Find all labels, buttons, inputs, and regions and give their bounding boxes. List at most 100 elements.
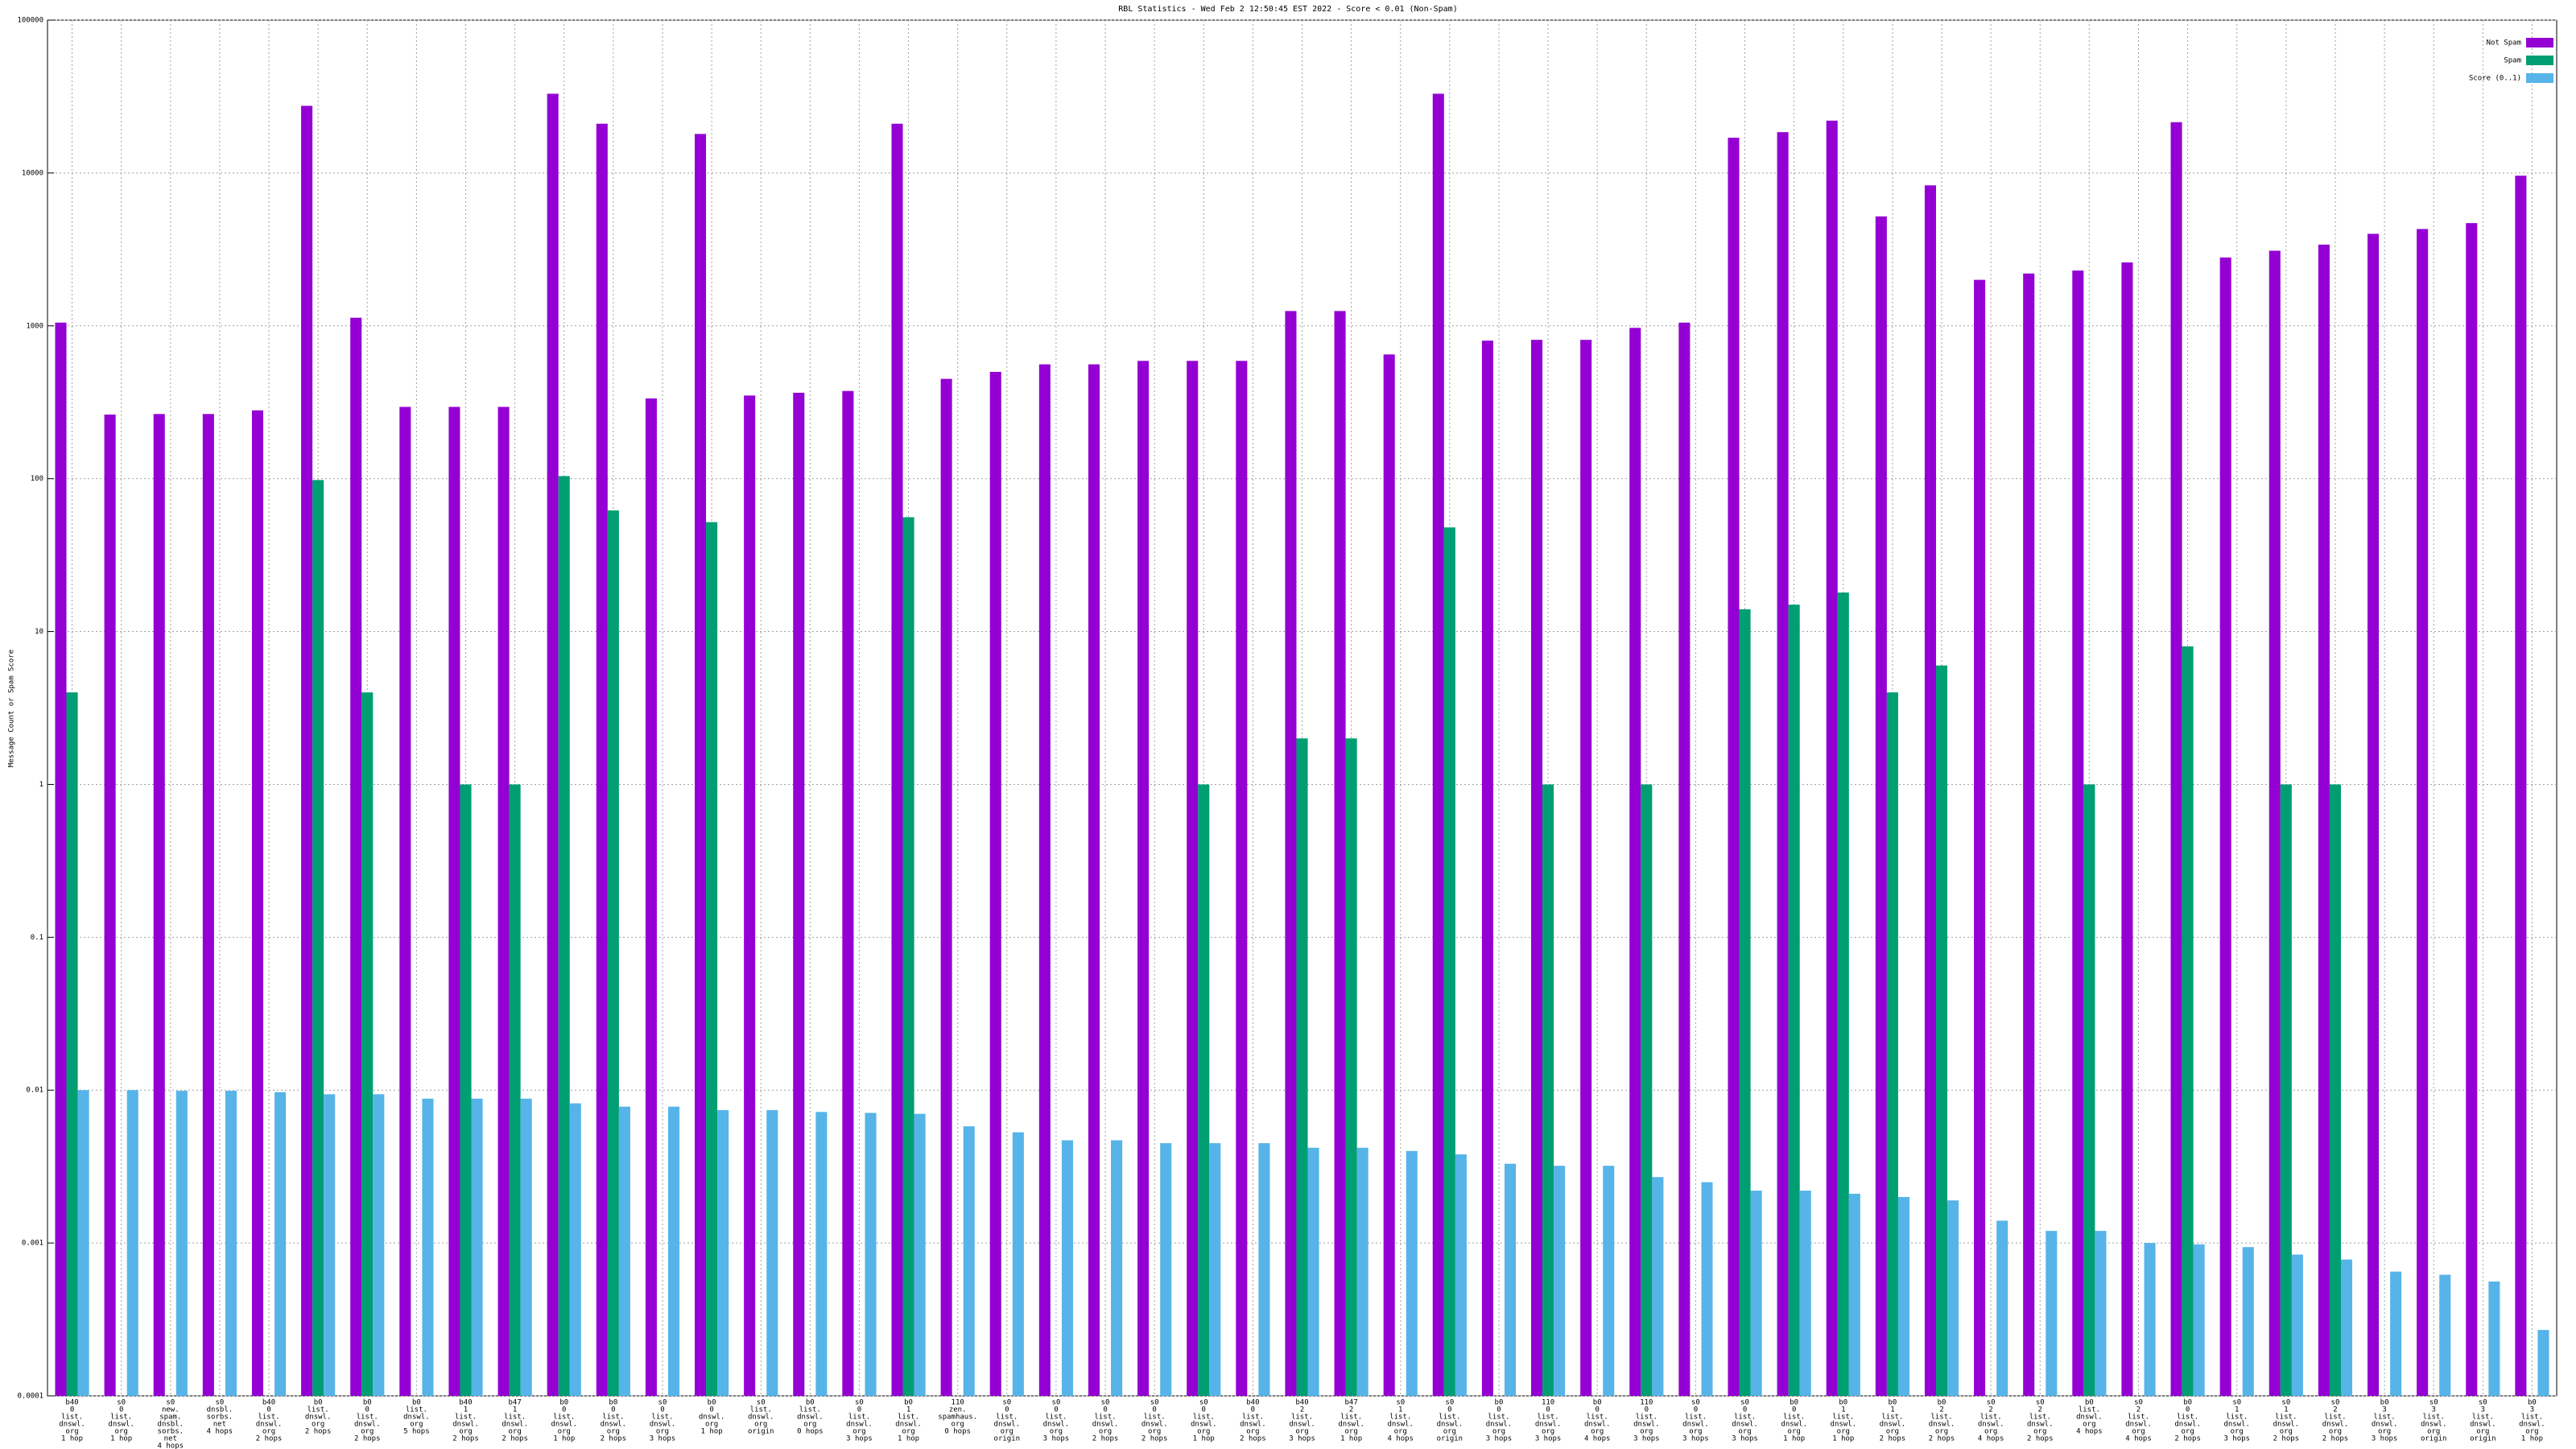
- bar: [2095, 1231, 2107, 1396]
- bar: [350, 317, 362, 1397]
- x-tick-label: origin: [1437, 1435, 1463, 1443]
- x-tick-label: 3 hops: [1486, 1435, 1513, 1443]
- x-tick-label: org: [1344, 1428, 1357, 1436]
- x-tick-label: 1: [1890, 1406, 1894, 1414]
- x-tick-label: 0: [1103, 1406, 1107, 1414]
- bar: [153, 414, 165, 1396]
- x-tick-label: 0: [1202, 1406, 1206, 1414]
- bar: [1554, 1166, 1566, 1396]
- bar: [324, 1094, 336, 1396]
- bar: [175, 1091, 188, 1396]
- bar: [2072, 270, 2084, 1396]
- x-tick-label: org: [1984, 1428, 1997, 1436]
- x-tick-label: org: [2181, 1428, 2194, 1436]
- x-tick-label: dnswl.: [1240, 1421, 1266, 1429]
- x-tick-label: 2: [2038, 1406, 2042, 1414]
- bar: [1996, 1220, 2008, 1396]
- x-tick-label: b0: [2528, 1399, 2537, 1407]
- x-tick-label: b0: [904, 1399, 913, 1407]
- bar: [2193, 1244, 2205, 1396]
- x-tick-label: org: [656, 1428, 669, 1436]
- bar: [2417, 229, 2429, 1397]
- x-tick-label: 0 hops: [944, 1428, 971, 1436]
- x-tick-label: 3 hops: [1535, 1435, 1562, 1443]
- x-tick-label: 2 hops: [601, 1435, 627, 1443]
- bar: [2280, 784, 2292, 1396]
- x-tick-label: 0: [1152, 1406, 1156, 1414]
- x-tick-label: dnswl.: [846, 1421, 873, 1429]
- x-tick-label: list.: [61, 1414, 83, 1422]
- bar: [1701, 1182, 1713, 1396]
- x-tick-label: org: [1246, 1428, 1259, 1436]
- x-tick-label: dnswl.: [59, 1421, 85, 1429]
- x-tick-label: 0: [1005, 1406, 1009, 1414]
- bar: [2219, 257, 2231, 1396]
- x-tick-label: dnswl.: [1880, 1421, 1906, 1429]
- x-tick-label: org: [2132, 1428, 2145, 1436]
- bar: [1296, 738, 1308, 1396]
- x-tick-label: dnswl.: [1978, 1421, 2004, 1429]
- x-tick-label: origin: [994, 1435, 1021, 1443]
- bar: [1788, 605, 1800, 1396]
- x-tick-label: list.: [1144, 1414, 1166, 1422]
- x-tick-label: org: [558, 1428, 571, 1436]
- x-tick-label: dnswl.: [1141, 1421, 1168, 1429]
- bar: [940, 378, 952, 1396]
- x-tick-label: 2 hops: [1880, 1435, 1906, 1443]
- x-tick-label: dnswl.: [1831, 1421, 1857, 1429]
- x-tick-label: org: [410, 1421, 423, 1429]
- x-tick-label: 0: [365, 1406, 369, 1414]
- x-tick-label: net: [213, 1421, 226, 1429]
- bar: [706, 522, 718, 1396]
- bar: [2368, 233, 2380, 1397]
- x-tick-label: 0: [1792, 1406, 1796, 1414]
- x-tick-label: dnswl.: [1732, 1421, 1758, 1429]
- x-tick-label: dnswl.: [108, 1421, 134, 1429]
- x-tick-label: 0: [562, 1406, 566, 1414]
- x-tick-label: list.: [1291, 1414, 1313, 1422]
- bar: [2083, 784, 2095, 1396]
- x-tick-label: b0: [1790, 1399, 1798, 1407]
- x-tick-label: 2: [1349, 1406, 1353, 1414]
- bar: [1728, 138, 1740, 1397]
- x-tick-label: 0: [1447, 1406, 1451, 1414]
- x-tick-label: s0: [1150, 1399, 1159, 1407]
- x-tick-label: org: [65, 1428, 78, 1436]
- bar: [399, 407, 411, 1397]
- x-tick-label: 1 hop: [1340, 1435, 1362, 1443]
- x-tick-label: list.: [1193, 1414, 1215, 1422]
- y-axis-label: Message Count or Spam Score: [8, 650, 16, 767]
- x-tick-label: b47: [1344, 1399, 1357, 1407]
- bar: [77, 1090, 89, 1396]
- x-tick-label: 0: [1694, 1406, 1698, 1414]
- x-tick-label: s0: [2232, 1399, 2241, 1407]
- x-tick-label: list.: [1734, 1414, 1756, 1422]
- x-tick-label: dnswl.: [2076, 1414, 2103, 1422]
- bar: [225, 1091, 237, 1396]
- x-tick-label: b0: [806, 1399, 815, 1407]
- x-tick-label: 1: [513, 1406, 517, 1414]
- x-tick-label: list.: [2177, 1414, 2198, 1422]
- x-tick-label: s0: [2036, 1399, 2045, 1407]
- x-tick-label: org: [1492, 1428, 1505, 1436]
- x-tick-label: list.: [750, 1406, 772, 1414]
- bar: [1531, 340, 1543, 1396]
- x-tick-label: org: [361, 1428, 374, 1436]
- bar: [1897, 1196, 1909, 1396]
- x-tick-label: list.: [848, 1414, 870, 1422]
- x-tick-label: 3: [2382, 1406, 2386, 1414]
- x-tick-label: b40: [65, 1399, 78, 1407]
- x-tick-label: dnswl.: [601, 1421, 627, 1429]
- bar: [460, 784, 472, 1396]
- bar: [497, 407, 510, 1397]
- x-tick-label: s0: [1051, 1399, 1060, 1407]
- x-tick-label: org: [1886, 1428, 1899, 1436]
- bar: [1285, 311, 1297, 1397]
- x-tick-label: list.: [2275, 1414, 2297, 1422]
- x-tick-label: org: [754, 1421, 767, 1429]
- bar: [558, 476, 570, 1396]
- y-tick-label: 0.01: [26, 1087, 43, 1095]
- x-tick-label: s0: [1199, 1399, 1208, 1407]
- bar: [1826, 120, 1838, 1397]
